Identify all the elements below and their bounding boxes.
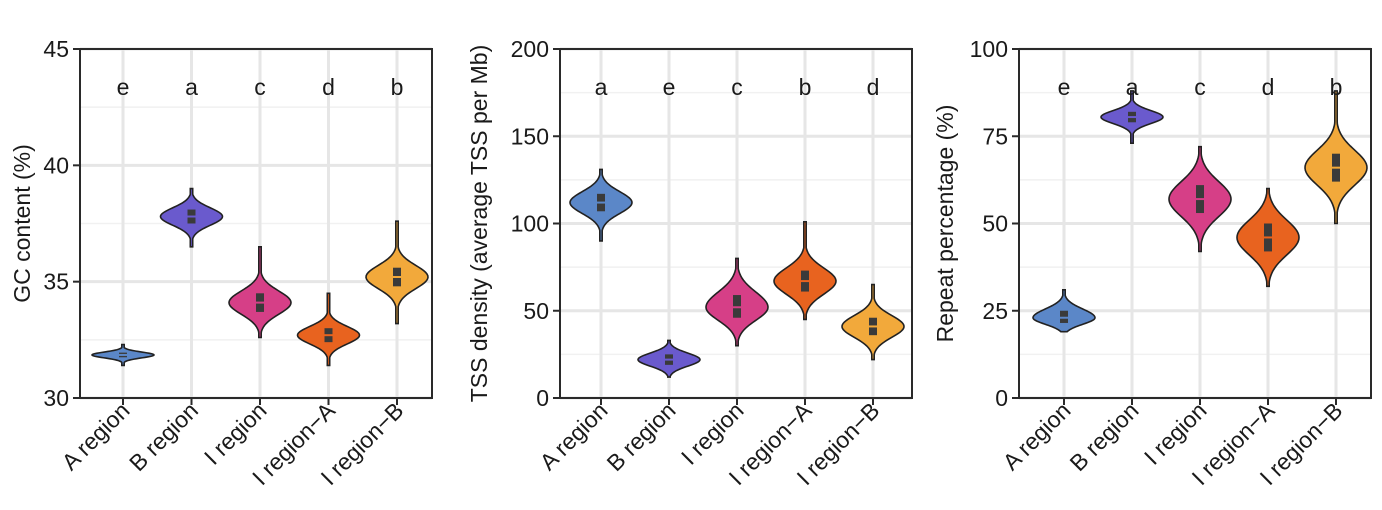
y-axis-title: Repeat percentage (%) bbox=[932, 105, 958, 343]
y-tick-label: 100 bbox=[970, 36, 1008, 62]
y-tick-label: 30 bbox=[43, 385, 69, 411]
gc-sig-letter-4: b bbox=[391, 74, 404, 100]
gc-sig-letter-3: d bbox=[322, 74, 335, 100]
y-tick-label: 100 bbox=[511, 211, 549, 237]
gc-sig-letter-0: e bbox=[117, 74, 130, 100]
y-tick-label: 45 bbox=[43, 36, 69, 62]
gc-sig-letter-2: c bbox=[254, 74, 266, 100]
repeat-sig-letter-4: b bbox=[1330, 74, 1343, 100]
y-axis-title: GC content (%) bbox=[9, 144, 35, 303]
y-tick-label: 35 bbox=[43, 269, 69, 295]
repeat-sig-letter-0: e bbox=[1058, 74, 1071, 100]
y-tick-label: 25 bbox=[982, 298, 1008, 324]
tss-sig-letter-4: d bbox=[867, 74, 880, 100]
tss-sig-letter-0: a bbox=[595, 74, 608, 100]
gc-violin-2 bbox=[228, 245, 292, 339]
y-tick-label: 0 bbox=[995, 385, 1008, 411]
tss-sig-letter-1: e bbox=[663, 74, 676, 100]
x-category-label: B region bbox=[124, 397, 203, 476]
y-tick-label: 50 bbox=[523, 298, 549, 324]
y-tick-label: 0 bbox=[536, 385, 549, 411]
gc-sig-letter-1: a bbox=[185, 74, 198, 100]
y-tick-label: 200 bbox=[511, 36, 549, 62]
y-tick-label: 40 bbox=[43, 152, 69, 178]
tss-sig-letter-3: b bbox=[799, 74, 812, 100]
y-tick-label: 150 bbox=[511, 123, 549, 149]
x-category-label: B region bbox=[602, 397, 681, 476]
y-axis-title: TSS density (average TSS per Mb) bbox=[466, 45, 492, 403]
y-tick-label: 75 bbox=[982, 123, 1008, 149]
repeat-sig-letter-2: c bbox=[1194, 74, 1206, 100]
plot-border bbox=[79, 48, 433, 399]
x-category-label: B region bbox=[1065, 397, 1144, 476]
repeat-sig-letter-3: d bbox=[1262, 74, 1275, 100]
repeat-sig-letter-1: a bbox=[1126, 74, 1139, 100]
x-category-label: A region bbox=[997, 397, 1075, 475]
tss-sig-letter-2: c bbox=[731, 74, 743, 100]
y-tick-label: 50 bbox=[982, 211, 1008, 237]
